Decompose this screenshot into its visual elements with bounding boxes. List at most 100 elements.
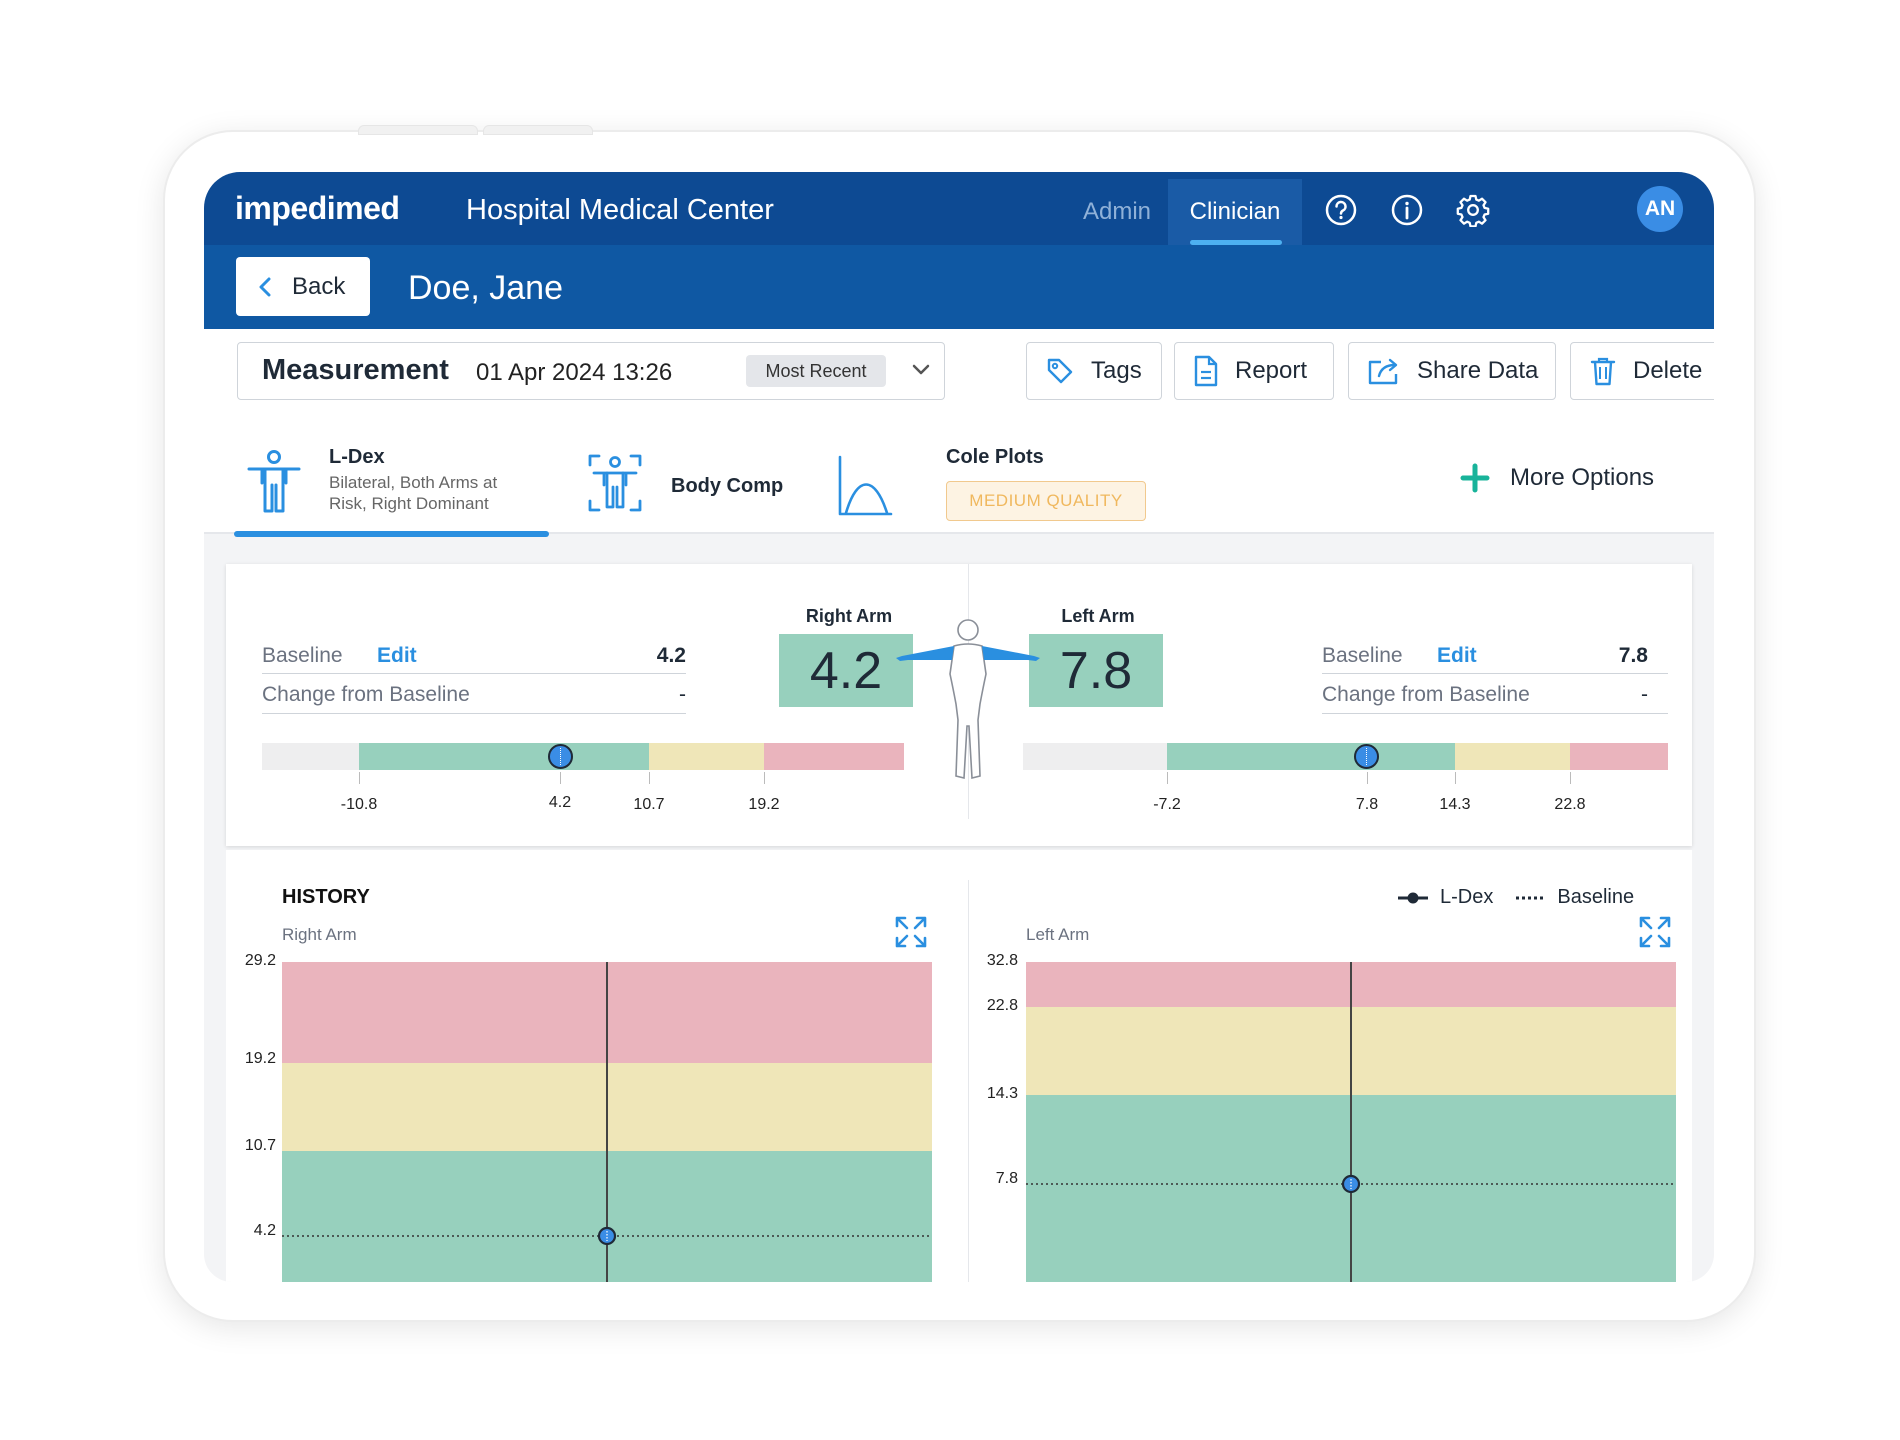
scale-label: 19.2 xyxy=(748,796,780,813)
tab-clinician[interactable]: Clinician xyxy=(1168,179,1302,245)
back-button[interactable]: Back xyxy=(236,257,370,316)
scale-label: 10.7 xyxy=(633,796,665,813)
delete-label: Delete xyxy=(1633,357,1703,384)
tag-icon xyxy=(1047,358,1073,384)
person-arms-out-icon xyxy=(247,450,301,513)
edit-baseline-right-link[interactable]: Edit xyxy=(377,644,417,667)
y-tick-label: 4.2 xyxy=(253,1222,276,1239)
tablet-button xyxy=(358,125,478,135)
left-arm-history-chart xyxy=(1026,962,1676,1282)
y-tick-label: 10.7 xyxy=(244,1137,276,1154)
history-title: HISTORY xyxy=(282,886,370,908)
marker-center-line xyxy=(560,748,561,765)
tab-cole-plots-title: Cole Plots xyxy=(946,446,1044,468)
organization-name: Hospital Medical Center xyxy=(466,194,774,226)
left-arm-chart-label: Left Arm xyxy=(1026,925,1090,944)
tab-body-comp-title: Body Comp xyxy=(671,475,784,497)
right-arm-chart-label: Right Arm xyxy=(282,925,357,944)
report-button[interactable]: Report xyxy=(1174,342,1334,400)
expand-icon[interactable] xyxy=(894,915,928,949)
tab-admin[interactable]: Admin xyxy=(1082,198,1152,225)
back-button-label: Back xyxy=(292,272,346,300)
tags-button[interactable]: Tags xyxy=(1026,342,1162,400)
delete-button[interactable]: Delete xyxy=(1570,342,1714,400)
app-screen: impedimed Hospital Medical Center Admin … xyxy=(204,172,1714,1282)
measurement-selector[interactable]: Measurement 01 Apr 2024 13:26 Most Recen… xyxy=(237,342,945,400)
divider xyxy=(1322,673,1668,674)
y-tick-label: 14.3 xyxy=(986,1085,1018,1102)
left-arm-value: 7.8 xyxy=(1029,634,1163,707)
history-card: HISTORY L-Dex Baseline Right Arm Left Ar… xyxy=(226,850,1692,1282)
user-avatar[interactable]: AN xyxy=(1637,186,1683,232)
chevron-down-icon[interactable] xyxy=(912,364,930,376)
scale-tick xyxy=(1167,772,1168,784)
baseline-label: Baseline xyxy=(262,644,343,667)
tab-cole-plots[interactable]: Cole Plots xyxy=(946,446,1044,469)
scale-label: -10.8 xyxy=(340,796,378,813)
scale-segment-high xyxy=(764,743,904,770)
most-recent-badge: Most Recent xyxy=(746,355,886,387)
top-nav: impedimed Hospital Medical Center Admin … xyxy=(204,172,1714,245)
baseline-label: Baseline xyxy=(1322,644,1403,667)
more-options-label: More Options xyxy=(1510,464,1655,491)
document-icon xyxy=(1194,355,1218,387)
patient-header: Back Doe, Jane xyxy=(204,245,1714,329)
app-logo: impedimed xyxy=(235,190,400,226)
cole-plot-icon xyxy=(838,455,893,516)
right-arm-value: 4.2 xyxy=(779,634,913,707)
right-arm-history-chart xyxy=(282,962,932,1282)
active-tab-indicator xyxy=(234,531,549,537)
scale-segment-normal xyxy=(1167,743,1455,770)
scale-segment-caution xyxy=(649,743,764,770)
scale-tick xyxy=(1455,772,1456,784)
divider xyxy=(262,673,686,674)
right-baseline-value: 4.2 xyxy=(656,644,686,667)
divider xyxy=(1322,713,1668,714)
chevron-left-icon xyxy=(259,277,271,296)
y-tick-label: 32.8 xyxy=(986,952,1018,969)
left-baseline-value: 7.8 xyxy=(1618,644,1648,667)
left-arm-scale-bar xyxy=(1023,743,1668,770)
change-from-baseline-label: Change from Baseline xyxy=(1322,683,1530,706)
scale-label: -7.2 xyxy=(1153,796,1181,813)
tab-body-comp[interactable]: Body Comp xyxy=(671,475,783,498)
scale-label: 14.3 xyxy=(1439,796,1471,813)
share-data-button[interactable]: Share Data xyxy=(1348,342,1556,400)
y-tick-label: 7.8 xyxy=(995,1170,1018,1187)
trash-icon xyxy=(1590,357,1616,386)
help-icon[interactable] xyxy=(1324,193,1358,227)
more-options-button[interactable]: More Options xyxy=(1460,463,1654,493)
scale-tick xyxy=(1367,772,1368,784)
body-scan-icon xyxy=(588,454,642,512)
gear-icon[interactable] xyxy=(1456,193,1490,227)
tags-label: Tags xyxy=(1091,357,1142,384)
scale-segment-high xyxy=(1570,743,1668,770)
right-arm-scale-bar xyxy=(262,743,904,770)
measurement-toolbar: Measurement 01 Apr 2024 13:26 Most Recen… xyxy=(204,329,1714,537)
tab-l-dex-subtitle: Risk, Right Dominant xyxy=(329,494,489,513)
history-legend: L-Dex Baseline xyxy=(1396,886,1634,909)
left-change-value: - xyxy=(1641,683,1648,706)
share-icon xyxy=(1368,358,1398,385)
scale-tick xyxy=(649,772,650,784)
share-data-label: Share Data xyxy=(1417,357,1539,384)
edit-baseline-left-link[interactable]: Edit xyxy=(1437,644,1477,667)
scale-tick xyxy=(359,772,360,784)
left-arm-title: Left Arm xyxy=(1061,606,1135,626)
scale-label: 4.2 xyxy=(548,794,572,811)
expand-icon[interactable] xyxy=(1638,915,1672,949)
tab-l-dex[interactable]: L-Dex Bilateral, Both Arms at Risk, Righ… xyxy=(329,446,497,514)
l-dex-data-point xyxy=(597,1226,617,1246)
patient-name: Doe, Jane xyxy=(408,269,563,307)
scale-segment-normal xyxy=(359,743,649,770)
l-dex-data-point xyxy=(1341,1174,1361,1194)
scale-tick xyxy=(1570,772,1571,784)
report-label: Report xyxy=(1235,357,1308,384)
measurement-date: 01 Apr 2024 13:26 xyxy=(476,359,673,386)
legend-baseline: Baseline xyxy=(1557,886,1635,908)
scale-segment-normal-low xyxy=(1023,743,1167,770)
legend-l-dex: L-Dex xyxy=(1440,886,1494,908)
info-icon[interactable] xyxy=(1390,193,1424,227)
divider xyxy=(968,880,969,1282)
tab-l-dex-subtitle: Bilateral, Both Arms at xyxy=(329,473,498,492)
